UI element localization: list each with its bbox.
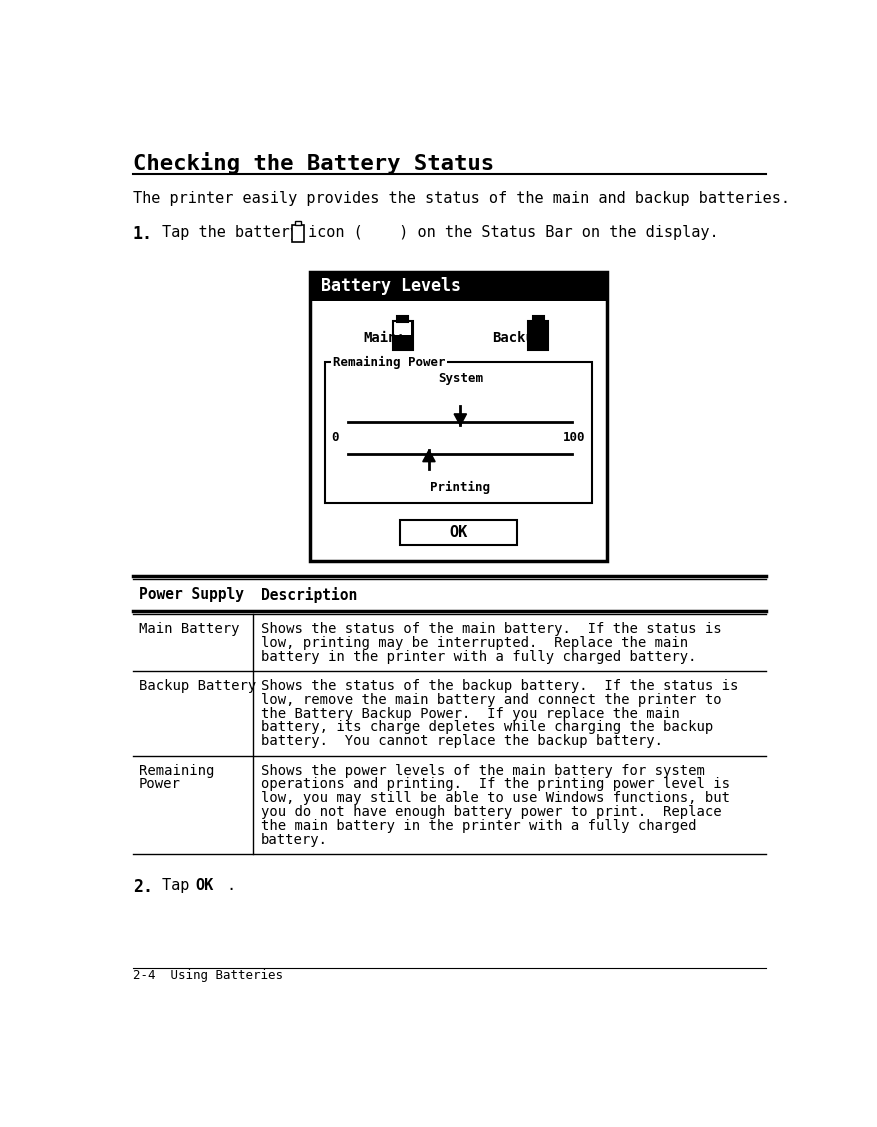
Text: Description: Description <box>260 587 357 603</box>
Text: Checking the Battery Status: Checking the Battery Status <box>133 152 494 175</box>
Text: battery in the printer with a fully charged battery.: battery in the printer with a fully char… <box>260 649 696 664</box>
Text: Shows the status of the main battery.  If the status is: Shows the status of the main battery. If… <box>260 622 722 636</box>
Text: OK: OK <box>196 878 214 893</box>
Bar <box>292 225 304 242</box>
Text: low, printing may be interrupted.  Replace the main: low, printing may be interrupted. Replac… <box>260 636 688 650</box>
Text: 100: 100 <box>563 431 586 444</box>
Text: Main Battery: Main Battery <box>139 622 239 636</box>
Text: Printing: Printing <box>431 481 490 494</box>
Text: low, remove the main battery and connect the printer to: low, remove the main battery and connect… <box>260 693 722 707</box>
Text: .: . <box>226 878 235 893</box>
Text: the main battery in the printer with a fully charged: the main battery in the printer with a f… <box>260 819 696 833</box>
Bar <box>296 222 301 225</box>
Bar <box>310 272 607 561</box>
Polygon shape <box>423 450 435 462</box>
Text: Shows the power levels of the main battery for system: Shows the power levels of the main batte… <box>260 764 704 778</box>
Text: low, you may still be able to use Windows functions, but: low, you may still be able to use Window… <box>260 791 730 806</box>
Bar <box>532 317 544 321</box>
Text: you do not have enough battery power to print.  Replace: you do not have enough battery power to … <box>260 805 722 819</box>
Bar <box>310 272 607 301</box>
Bar <box>397 317 408 321</box>
Bar <box>393 321 413 350</box>
Text: Power Supply: Power Supply <box>139 587 244 603</box>
Text: 2.: 2. <box>133 878 153 896</box>
Bar <box>528 321 548 350</box>
Text: 1.: 1. <box>133 225 153 243</box>
Text: 0: 0 <box>332 431 339 444</box>
Polygon shape <box>454 414 467 425</box>
Text: Tap: Tap <box>162 878 199 893</box>
Text: the Battery Backup Power.  If you replace the main: the Battery Backup Power. If you replace… <box>260 707 680 720</box>
Bar <box>393 321 413 350</box>
Text: Remaining Power: Remaining Power <box>333 356 446 369</box>
Text: Power: Power <box>139 778 181 791</box>
Bar <box>400 521 517 544</box>
Text: 2-4  Using Batteries: 2-4 Using Batteries <box>133 969 283 983</box>
Text: battery, its charge depletes while charging the backup: battery, its charge depletes while charg… <box>260 720 713 735</box>
Text: Shows the status of the backup battery.  If the status is: Shows the status of the backup battery. … <box>260 678 738 693</box>
Text: battery.  You cannot replace the backup battery.: battery. You cannot replace the backup b… <box>260 735 663 748</box>
Text: Tap the battery icon (    ) on the Status Bar on the display.: Tap the battery icon ( ) on the Status B… <box>162 225 719 240</box>
Text: Remaining: Remaining <box>139 764 215 778</box>
Text: Backup:: Backup: <box>492 330 551 345</box>
Text: operations and printing.  If the printing power level is: operations and printing. If the printing… <box>260 778 730 791</box>
Text: System: System <box>438 372 483 384</box>
Bar <box>394 322 411 336</box>
Text: battery.: battery. <box>260 833 328 846</box>
Text: OK: OK <box>449 525 467 540</box>
Text: Battery Levels: Battery Levels <box>321 277 461 295</box>
Text: The printer easily provides the status of the main and backup batteries.: The printer easily provides the status o… <box>133 190 790 206</box>
Text: Main:: Main: <box>364 330 406 345</box>
Bar <box>325 363 592 504</box>
Text: Backup Battery: Backup Battery <box>139 678 256 693</box>
